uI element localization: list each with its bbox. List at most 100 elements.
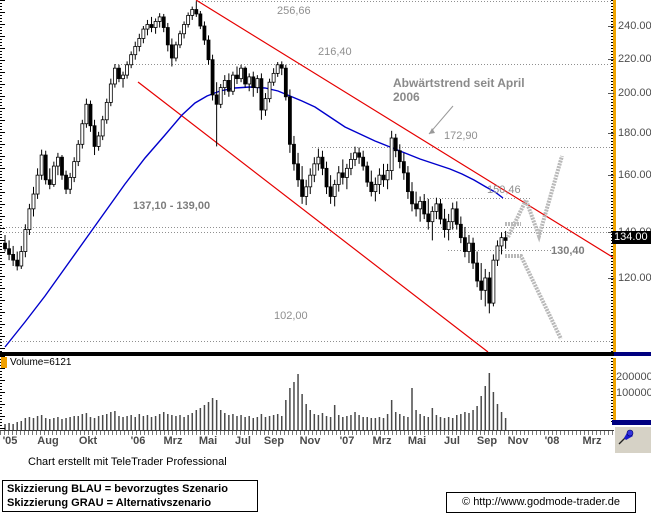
pushpin-button[interactable] [615,427,651,453]
volume-bar [362,417,364,430]
volume-bar [350,415,352,430]
volume-bar [321,413,324,430]
time-axis-label: '08 [544,435,560,447]
level-label: 137,10 - 139,00 [133,200,211,212]
volume-bar [460,414,462,430]
volume-bar [264,417,267,430]
candle-body [446,221,451,230]
candle-body [92,125,97,147]
volume-bar [480,396,482,430]
candle-body [169,44,174,59]
volume-bar [162,412,165,430]
level-label: 102,00 [274,310,308,322]
price-axis-major-tick [608,278,614,279]
volume-bar [44,418,47,430]
volume-bar [285,400,287,430]
price-axis-ticks [611,0,613,352]
candle-body [23,229,28,252]
candle-body [251,76,256,88]
volume-bar [370,418,373,430]
candle-body [422,200,427,215]
candle-body [121,74,125,80]
candle-body [401,161,406,174]
candle-body [133,46,138,56]
volume-bar [342,417,344,430]
volume-bar [215,400,218,430]
scenario-sketch [505,254,563,340]
candle-body [369,181,374,193]
separator-right-bar [614,352,651,356]
time-axis-label: Okt [78,435,98,447]
volume-bar [403,416,405,430]
volume-bar [447,417,450,430]
volume-bar [219,410,222,430]
candle-body [182,24,186,35]
volume-bar [431,408,434,430]
volume-plot[interactable] [0,356,614,430]
candle-body [365,165,370,183]
candle-body [104,101,109,121]
volume-bar [36,416,39,430]
volume-bar [325,416,328,430]
candle-body [129,54,134,66]
volume-bar [81,414,84,430]
volume-bar [101,415,104,430]
candle-body [31,193,36,210]
candle-body [255,78,260,88]
scenario-sketch [506,155,564,243]
time-axis[interactable]: '05 Aug Okt '06 Mrz Mai Jul Sep Nov '07 Mrz Mai Jul S… [0,430,614,451]
volume-bar [378,417,381,430]
volume-bar [488,373,491,430]
candle-body [426,213,431,223]
volume-bar [32,418,35,430]
candle-body [96,135,101,147]
volume-bar [301,394,303,430]
volume-bar [158,414,161,430]
candle-body [174,44,178,59]
candle-body [7,248,11,255]
candle-body [328,186,333,197]
volume-bar [110,412,112,430]
volume-axis-line[interactable] [613,358,616,422]
volume-bar [28,417,31,430]
candle-body [271,72,276,83]
volume-bar [329,417,332,430]
candle-body [112,67,117,85]
candle-body [487,277,492,304]
candle-body [157,16,162,22]
price-axis-major-tick [608,59,614,60]
volume-bar [130,415,132,430]
candle-body [434,203,439,212]
volume-bar [195,410,198,430]
price-axis-line[interactable] [613,0,616,352]
pushpin-icon [618,429,634,445]
volume-bar [138,414,141,430]
candle-body [239,67,243,80]
volume-bar [232,414,234,430]
volume-bar [313,414,316,430]
candle-body [202,25,207,41]
price-axis-label: 200.00 [618,87,651,99]
volume-bar [317,415,320,430]
volume-bar [268,416,271,430]
candle-body [275,64,280,74]
price-axis-major-tick [608,26,614,27]
volume-bar [89,417,92,430]
time-axis-label: '06 [130,435,146,447]
candle-body [190,9,195,16]
volume-bar [57,417,59,430]
volume-bar [394,412,397,430]
candle-body [247,76,252,85]
volume-axis-label: 200000 [616,371,651,383]
volume-bar [20,421,23,430]
price-plot[interactable] [0,0,614,352]
volume-bar [191,413,193,430]
annotation-line2: 2006 [393,90,420,104]
candle-body [373,184,378,193]
pane-separator [0,352,614,356]
volume-bar [240,415,242,430]
time-axis-label: '07 [339,435,355,447]
candle-body [283,67,288,98]
volume-readout: Volume=6121 [1,357,71,369]
candle-body [64,174,68,190]
